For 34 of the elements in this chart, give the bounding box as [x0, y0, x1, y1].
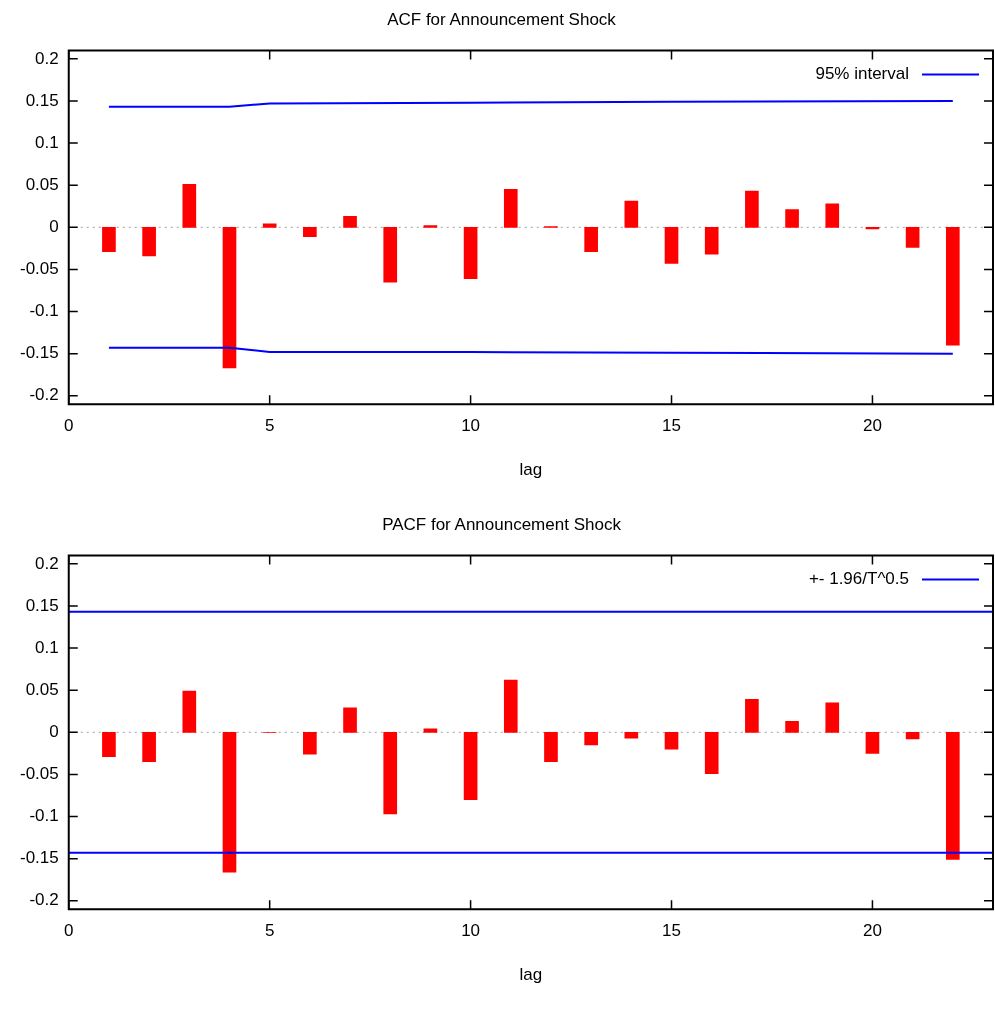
y-tick-label: 0.2 [35, 553, 59, 573]
y-tick-label: -0.1 [29, 806, 59, 826]
y-tick-label: 0.1 [35, 637, 59, 657]
y-tick-label: -0.2 [29, 890, 59, 910]
x-tick-label: 5 [264, 921, 275, 941]
x-tick-label: 20 [862, 416, 882, 436]
x-axis-title: lag [519, 460, 543, 480]
x-tick-label: 10 [461, 921, 481, 941]
y-tick-label: -0.05 [20, 259, 59, 279]
y-tick-label: 0.2 [35, 48, 59, 68]
y-tick-label: 0 [49, 216, 59, 236]
y-tick-label: 0.1 [35, 132, 59, 152]
x-tick-label: 5 [264, 416, 275, 436]
y-tick-label: -0.1 [29, 301, 59, 321]
x-tick-label: 15 [662, 416, 681, 436]
chart-title: ACF for Announcement Shock [387, 9, 617, 29]
y-tick-label: -0.15 [20, 848, 59, 868]
y-tick-label: 0 [49, 721, 59, 741]
x-tick-label: 0 [64, 416, 74, 436]
x-axis-title: lag [519, 965, 543, 985]
y-tick-label: 0.05 [25, 679, 59, 699]
legend-label: 95% interval [815, 64, 909, 84]
y-tick-label: -0.2 [29, 385, 59, 405]
y-tick-label: 0.15 [25, 90, 59, 110]
y-tick-label: 0.15 [25, 595, 59, 615]
x-tick-label: 15 [662, 921, 681, 941]
y-tick-label: -0.15 [20, 343, 59, 363]
y-tick-label: -0.05 [20, 764, 59, 784]
y-tick-label: 0.05 [25, 174, 59, 194]
x-tick-label: 10 [461, 416, 481, 436]
x-tick-label: 20 [862, 921, 882, 941]
legend-label: +- 1.96/T^0.5 [808, 569, 909, 589]
x-tick-label: 0 [64, 921, 74, 941]
chart-title: PACF for Announcement Shock [382, 514, 622, 534]
